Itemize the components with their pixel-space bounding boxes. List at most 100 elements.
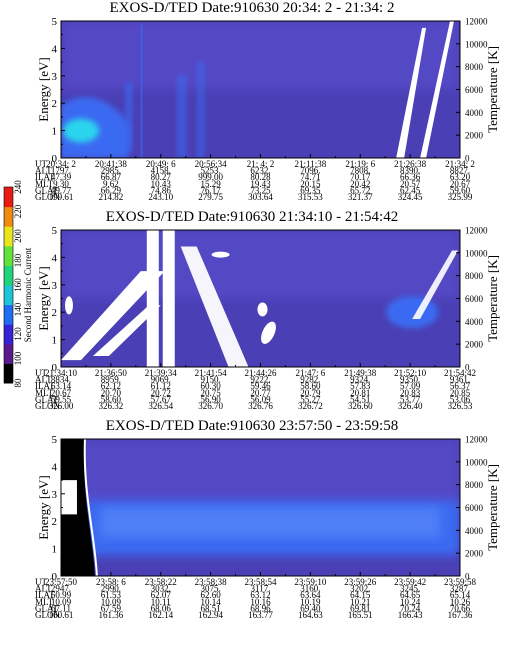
orbit-table-cell: 21:11:38 (295, 159, 327, 169)
feature-streak (124, 82, 133, 152)
orbit-table-cell: 3032. (151, 584, 171, 594)
y2-tick-label: 4000 (465, 526, 484, 536)
spectrogram-panel-1: EXOS-D/TED Date:910630 20:34: 2 - 21:34:… (35, 0, 500, 202)
orbit-table-cell: 325.99 (448, 192, 473, 202)
orbit-row-label: UT (35, 159, 47, 169)
feature-white-diagonal (92, 305, 161, 357)
orbit-table-cell: 20.83 (400, 388, 421, 398)
colorbar-segment (4, 265, 13, 286)
orbit-table-cell: 69.40 (300, 603, 321, 613)
orbit-table-cell: 9324. (350, 375, 370, 385)
orbit-table-cell: 166.43 (398, 610, 423, 620)
y-tick-label: 4 (52, 252, 58, 264)
spectrogram-background (61, 230, 460, 299)
orbit-table-cell: 59.55 (51, 394, 72, 404)
orbit-table-cell: 21:49:38 (344, 368, 377, 378)
y2-axis-label: Temperature [K] (485, 255, 500, 342)
y2-tick-label: 6000 (465, 85, 484, 95)
orbit-table-cell: 49.77 (51, 185, 72, 195)
orbit-table-cell: 20.75 (201, 388, 222, 398)
y2-tick-label: 10000 (465, 248, 488, 258)
orbit-table-cell: 57.67 (151, 394, 172, 404)
orbit-table-cell: 69.35 (300, 185, 321, 195)
feature-white-ellipse (64, 296, 73, 315)
orbit-table-cell: 303.64 (248, 192, 273, 202)
y-tick-label: 2 (52, 307, 58, 319)
orbit-table-cell: 80.27 (151, 172, 172, 182)
colorbar-tick-label: 200 (13, 229, 23, 243)
orbit-table-cell: 243.10 (148, 192, 173, 202)
orbit-table-cell: 326.32 (99, 401, 124, 411)
orbit-table-cell: 20.79 (300, 388, 321, 398)
orbit-table-cell: 54.51 (350, 394, 370, 404)
orbit-table-cell: 60.30 (201, 381, 222, 391)
spectrogram-image (61, 439, 460, 576)
orbit-table-cell: 326.76 (248, 401, 273, 411)
orbit-table-cell: 69.81 (350, 603, 370, 613)
orbit-row-label: ILAT (35, 381, 55, 391)
orbit-table-cell: 199.61 (49, 192, 74, 202)
y-tick-label: 5 (52, 16, 58, 28)
orbit-table-cell: 55.27 (300, 394, 321, 404)
colorbar-segment (4, 226, 13, 247)
orbit-table-cell: 63.20 (450, 172, 471, 182)
orbit-row-label: MLT (35, 388, 54, 398)
orbit-table-cell: 21:44:26 (244, 368, 277, 378)
spectrogram-background (61, 21, 460, 90)
colorbar-tick-label: 240 (13, 180, 23, 194)
y-tick-label: 4 (52, 461, 58, 473)
orbit-table-cell: 10.21 (350, 597, 370, 607)
orbit-row-label: MLT (35, 179, 54, 189)
orbit-table-cell: 8834. (51, 375, 71, 385)
orbit-table-cell: 9069. (151, 375, 171, 385)
feature-white-ridge (396, 27, 427, 158)
orbit-table-cell: 20.42 (350, 179, 370, 189)
orbit-table-cell: 10.09 (51, 597, 72, 607)
orbit-table-cell: 20.72 (151, 388, 171, 398)
feature-white-ridge (420, 21, 455, 158)
colorbar-segment (4, 285, 13, 306)
y2-axis-label: Temperature [K] (485, 46, 500, 133)
feature-blue-band (100, 507, 441, 538)
orbit-row-label: UT (35, 577, 47, 587)
orbit-table-cell: 10.16 (250, 597, 271, 607)
orbit-table-cell: 326.40 (398, 401, 423, 411)
orbit-table-cell: 21:39:34 (145, 368, 178, 378)
orbit-row-label: ALT (35, 584, 52, 594)
orbit-table-cell: 60.99 (51, 590, 72, 600)
colorbar-segment (4, 363, 13, 384)
orbit-table-cell: 3075. (201, 584, 221, 594)
feature-white-gap (162, 230, 175, 367)
feature-white-diagonal (412, 250, 459, 320)
orbit-table-cell: 10.43 (151, 179, 172, 189)
colorbar-tick-label: 80 (13, 378, 23, 388)
orbit-table-cell: 58.60 (300, 381, 321, 391)
orbit-table-cell: 9282. (300, 375, 320, 385)
orbit-row-label: ALT (35, 375, 52, 385)
y-tick-label: 3 (52, 280, 58, 292)
feature-line (140, 23, 143, 158)
orbit-table-cell: 23:59:26 (344, 577, 377, 587)
orbit-table-cell: 20.81 (350, 388, 370, 398)
colorbar: 80 100 120 140 160 180 200 220 240 Second Harmoni… (3, 180, 33, 388)
y-tick-label: 0 (52, 362, 58, 374)
orbit-table-cell: 23:58:22 (145, 577, 177, 587)
y2-tick-label: 12000 (465, 435, 488, 445)
orbit-table-cell: 9150. (201, 375, 221, 385)
orbit-table-cell: 3287. (450, 584, 470, 594)
orbit-row-label: UT (35, 368, 47, 378)
orbit-table-cell: 56.37 (450, 381, 471, 391)
orbit-table-cell: 74.86 (151, 185, 172, 195)
y-tick-label: 0 (52, 571, 58, 583)
orbit-table-cell: 56.90 (201, 394, 222, 404)
orbit-table-cell: 160.61 (49, 610, 74, 620)
orbit-table-cell: 59.46 (250, 381, 271, 391)
orbit-table-cell: 20:49: 6 (146, 159, 176, 169)
orbit-table-cell: 161.36 (99, 610, 124, 620)
y-tick-label: 2 (52, 98, 58, 110)
orbit-table-cell: 2947. (51, 584, 71, 594)
feature-white-diagonal (61, 271, 165, 361)
orbit-table-cell: 80.28 (250, 172, 271, 182)
orbit-table-cell: 20.67 (450, 179, 471, 189)
